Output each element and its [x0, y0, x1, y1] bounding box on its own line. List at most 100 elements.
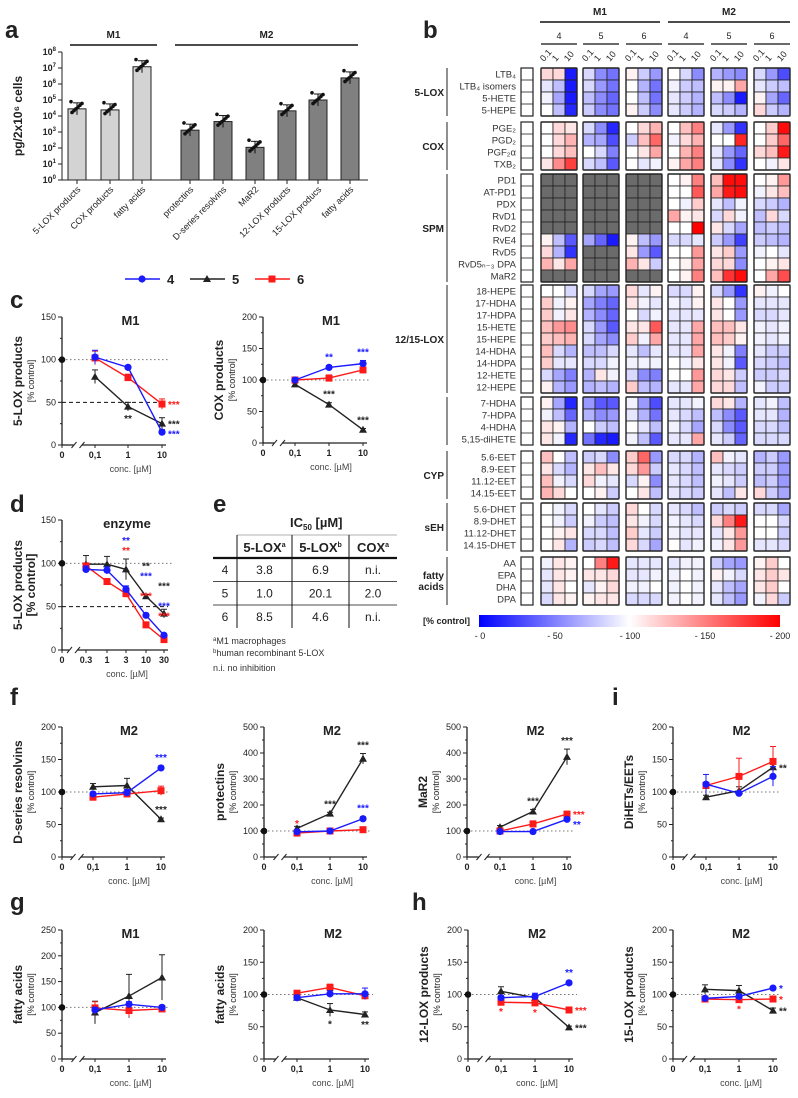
colorbar-tick: - 50 [547, 631, 563, 641]
heatmap-cell [637, 233, 651, 247]
heatmap-cell [594, 157, 608, 171]
heatmap-cell [765, 474, 779, 488]
heatmap-cell [606, 79, 620, 93]
heatmap-cell [734, 462, 748, 476]
heatmap-cell [649, 257, 663, 271]
heatmap-cell [606, 185, 620, 199]
heatmap-cell [722, 538, 736, 552]
y-tick-label: 100 [41, 1002, 56, 1012]
tick-exponent: 8 [53, 47, 57, 53]
heatmap-cell [564, 356, 578, 370]
panel-label-d: d [10, 491, 25, 518]
heatmap-cell [691, 380, 705, 394]
significance-marker: *** [324, 799, 336, 810]
axis-break-mark [79, 441, 85, 449]
heatmap-cell [679, 368, 693, 382]
heatmap-cell [753, 67, 767, 81]
heatmap-cell [722, 221, 736, 235]
heatmap-cell [734, 145, 748, 159]
data-point [311, 101, 315, 106]
row-label: 15-HETE [477, 323, 516, 334]
heatmap-cell [582, 103, 596, 117]
heatmap-cell [667, 67, 681, 81]
data-point-4 [89, 790, 97, 798]
heatmap-cell [649, 580, 663, 594]
heatmap-cell [679, 79, 693, 93]
heatmap-block-border [540, 284, 578, 394]
heatmap-cell [765, 368, 779, 382]
heatmap-cell [722, 308, 736, 322]
table-compound: 4 [222, 563, 229, 577]
table-header: 5-LOXa [243, 540, 285, 555]
x-tick-label: 1 [125, 450, 130, 460]
row-label: 5,15-diHETE [462, 435, 516, 446]
control-point [58, 788, 66, 796]
heatmap-cell [540, 133, 554, 147]
x-tick-label: 0.3 [80, 655, 93, 665]
axis-break-mark [66, 646, 73, 654]
heatmap-cell [710, 284, 724, 298]
heatmap-block-border [753, 121, 791, 171]
y-axis-label-unit: [% control] [432, 973, 442, 1016]
heatmap-cell [540, 538, 554, 552]
heatmap-cell [582, 79, 596, 93]
heatmap-cell [540, 462, 554, 476]
heatmap-cell [765, 486, 779, 500]
heatmap-cell [606, 157, 620, 171]
row-label: 11.12-EET [471, 477, 516, 488]
heatmap-cell [649, 538, 663, 552]
heatmap-cell [582, 209, 596, 223]
heatmap-cell [594, 356, 608, 370]
heatmap-cell [777, 450, 791, 464]
heatmap-cell [679, 296, 693, 310]
heatmap-cell [753, 233, 767, 247]
heatmap-block-border [710, 556, 748, 606]
heatmap-cell [649, 344, 663, 358]
heatmap-cell [710, 380, 724, 394]
heatmap-cell [777, 245, 791, 259]
data-point-5 [563, 752, 571, 760]
heatmap-cell [667, 284, 681, 298]
heatmap-cell [552, 173, 566, 187]
heatmap-cell [582, 368, 596, 382]
heatmap-cell [753, 368, 767, 382]
heatmap-cell [552, 308, 566, 322]
heatmap-cell [753, 284, 767, 298]
heatmap-cell [710, 79, 724, 93]
heatmap-cell [552, 257, 566, 271]
y-tick-label: 50 [46, 1028, 56, 1038]
y-axis-label: pg/2x10⁶ cells [11, 76, 25, 157]
heatmap-cell [710, 320, 724, 334]
significance-marker: *** [158, 612, 170, 623]
heatmap-cell [637, 185, 651, 199]
heatmap-cell [625, 145, 639, 159]
data-point-4 [291, 376, 299, 384]
heatmap-cell [753, 185, 767, 199]
heatmap-cell [679, 269, 693, 283]
significance-marker: ** [565, 968, 573, 979]
heatmap-cell [777, 173, 791, 187]
heatmap-cell [691, 514, 705, 528]
heatmap-cell [710, 592, 724, 606]
row-label: 14.15-DHET [463, 541, 516, 552]
y-tick-label: 103 [43, 127, 57, 137]
heatmap-block-border [753, 450, 791, 500]
heatmap-cell [594, 209, 608, 223]
axis-break-mark [71, 441, 77, 449]
heatmap-cell [777, 67, 791, 81]
data-point [70, 110, 74, 115]
heatmap-cell [582, 344, 596, 358]
heatmap-cell [667, 269, 681, 283]
heatmap-cell [649, 221, 663, 235]
heatmap-cell [582, 526, 596, 540]
heatmap-cell [625, 91, 639, 105]
x-tick-label: 10 [157, 450, 167, 460]
y-axis-label-unit: [% control] [26, 360, 36, 403]
bar [100, 109, 120, 181]
tick-exponent: 1 [53, 159, 57, 165]
heatmap-cell [753, 580, 767, 594]
heatmap-cell [649, 320, 663, 334]
heatmap-cell [691, 502, 705, 516]
heatmap-cell [637, 269, 651, 283]
heatmap-cell [667, 197, 681, 211]
